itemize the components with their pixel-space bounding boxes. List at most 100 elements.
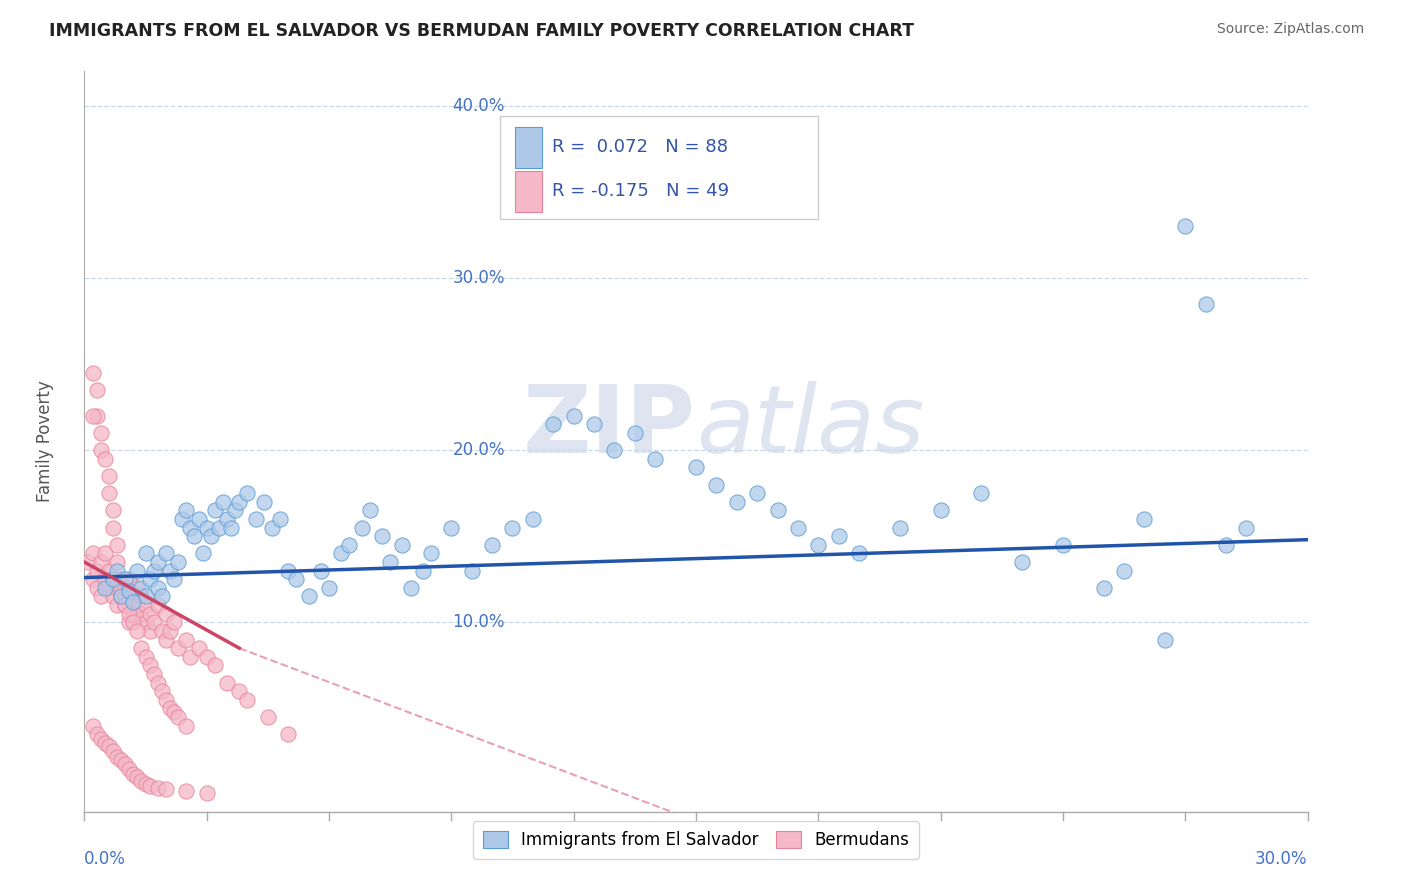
- Point: [889, 521, 911, 535]
- Point: [1174, 219, 1197, 234]
- Point: [787, 521, 810, 535]
- Point: [142, 564, 165, 578]
- Point: [848, 546, 870, 560]
- Point: [155, 782, 177, 797]
- Point: [1236, 521, 1258, 535]
- Point: [97, 581, 120, 595]
- Point: [481, 538, 503, 552]
- Point: [131, 641, 153, 656]
- Point: [118, 572, 141, 586]
- Point: [1195, 297, 1218, 311]
- Point: [174, 784, 197, 798]
- Point: [285, 572, 308, 586]
- Point: [195, 786, 218, 800]
- Point: [101, 521, 124, 535]
- Point: [90, 443, 112, 458]
- Point: [142, 615, 165, 630]
- Point: [127, 564, 149, 578]
- Point: [101, 503, 124, 517]
- Point: [253, 495, 276, 509]
- Point: [277, 564, 299, 578]
- Point: [163, 572, 186, 586]
- Point: [131, 773, 153, 788]
- Point: [1011, 555, 1033, 569]
- Point: [260, 521, 283, 535]
- Text: Source: ZipAtlas.com: Source: ZipAtlas.com: [1216, 22, 1364, 37]
- Point: [146, 598, 169, 612]
- Point: [122, 767, 145, 781]
- Point: [118, 615, 141, 630]
- Point: [159, 701, 181, 715]
- Point: [127, 581, 149, 595]
- Point: [122, 615, 145, 630]
- Point: [146, 555, 169, 569]
- Point: [706, 477, 728, 491]
- Point: [135, 546, 157, 560]
- Point: [90, 732, 112, 747]
- Point: [101, 572, 124, 586]
- Point: [77, 555, 100, 569]
- Point: [86, 564, 108, 578]
- Point: [86, 727, 108, 741]
- Point: [97, 469, 120, 483]
- Point: [118, 607, 141, 621]
- Point: [163, 705, 186, 719]
- Point: [174, 718, 197, 732]
- Point: [644, 451, 666, 466]
- Point: [142, 667, 165, 681]
- Point: [298, 590, 321, 604]
- Point: [155, 607, 177, 621]
- Point: [122, 595, 145, 609]
- Point: [105, 564, 128, 578]
- Point: [200, 529, 222, 543]
- Text: 20.0%: 20.0%: [453, 442, 505, 459]
- Point: [93, 581, 115, 595]
- Point: [167, 641, 190, 656]
- Point: [167, 555, 190, 569]
- Point: [183, 529, 205, 543]
- Point: [86, 581, 108, 595]
- Point: [603, 443, 626, 458]
- Text: 0.0%: 0.0%: [84, 849, 127, 868]
- Point: [359, 503, 381, 517]
- Point: [131, 581, 153, 595]
- Point: [725, 495, 748, 509]
- Point: [562, 409, 585, 423]
- Point: [391, 538, 413, 552]
- Text: 40.0%: 40.0%: [453, 97, 505, 115]
- Point: [82, 718, 104, 732]
- Point: [236, 486, 259, 500]
- Point: [138, 658, 160, 673]
- Point: [93, 736, 115, 750]
- Point: [97, 564, 120, 578]
- Point: [257, 710, 280, 724]
- Point: [929, 503, 952, 517]
- Point: [1215, 538, 1237, 552]
- Point: [236, 693, 259, 707]
- Point: [191, 546, 214, 560]
- Point: [522, 512, 544, 526]
- Point: [114, 598, 136, 612]
- Point: [217, 512, 239, 526]
- Point: [150, 624, 173, 638]
- Point: [105, 581, 128, 595]
- Point: [159, 564, 181, 578]
- Point: [195, 649, 218, 664]
- Point: [105, 555, 128, 569]
- Point: [146, 581, 169, 595]
- Point: [219, 521, 242, 535]
- Point: [114, 598, 136, 612]
- Point: [127, 598, 149, 612]
- Point: [1052, 538, 1074, 552]
- Point: [138, 624, 160, 638]
- Point: [179, 521, 201, 535]
- Point: [245, 512, 267, 526]
- Point: [155, 632, 177, 647]
- Point: [90, 590, 112, 604]
- Point: [135, 615, 157, 630]
- Point: [212, 495, 235, 509]
- Point: [122, 590, 145, 604]
- Point: [138, 779, 160, 793]
- Point: [135, 598, 157, 612]
- Point: [766, 503, 789, 517]
